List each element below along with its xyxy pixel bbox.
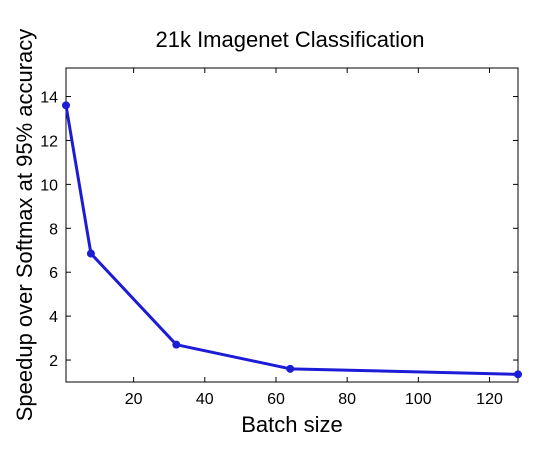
data-point — [62, 101, 70, 110]
x-tick-label: 60 — [267, 391, 285, 408]
x-tick-label: 100 — [405, 391, 432, 408]
x-axis: 20 40 60 80 100 120 — [125, 68, 503, 408]
chart-title: 21k Imagenet Classification — [155, 27, 424, 52]
data-point — [286, 364, 295, 373]
y-axis: 2 4 6 8 10 12 14 — [40, 90, 518, 370]
y-axis-label: Speedup over Softmax at 95% accuracy — [12, 29, 37, 422]
y-tick-label: 10 — [40, 177, 58, 194]
data-point — [514, 370, 522, 379]
y-tick-label: 14 — [40, 90, 58, 107]
plot-area — [65, 67, 519, 383]
x-tick-label: 120 — [476, 391, 503, 408]
data-point — [172, 340, 181, 349]
x-tick-label: 40 — [196, 391, 214, 408]
series-layer — [62, 101, 522, 379]
x-tick-label: 80 — [338, 391, 356, 408]
y-tick-label: 6 — [49, 265, 58, 282]
data-point — [86, 249, 95, 258]
y-tick-label: 8 — [49, 221, 58, 238]
x-tick-label: 20 — [125, 391, 143, 408]
y-tick-label: 12 — [40, 133, 58, 150]
y-tick-label: 2 — [49, 353, 58, 370]
x-axis-label: Batch size — [241, 412, 343, 437]
y-tick-label: 4 — [49, 309, 58, 326]
